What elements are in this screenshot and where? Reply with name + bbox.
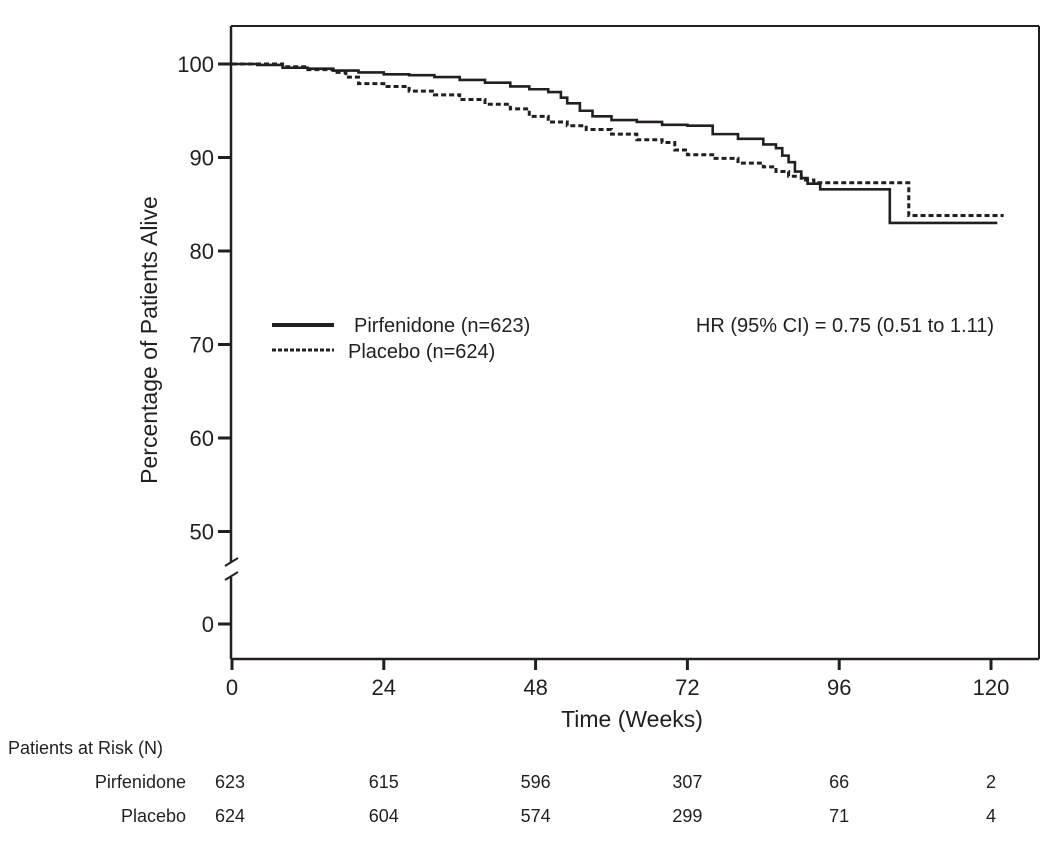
risk-value: 71: [829, 806, 849, 826]
x-axis-title: Time (Weeks): [561, 706, 703, 732]
y-tick-label: 100: [177, 52, 214, 77]
legend: Pirfenidone (n=623) Placebo (n=624): [272, 315, 530, 363]
risk-value: 604: [369, 806, 399, 826]
legend-label-pirfenidone: Pirfenidone (n=623): [354, 315, 530, 337]
risk-value: 4: [986, 806, 996, 826]
y-tick-label: 60: [190, 426, 214, 451]
axis-break-mark-upper: [224, 557, 239, 567]
risk-value: 2: [986, 772, 996, 792]
y-tick-label: 80: [190, 239, 214, 264]
risk-table: Patients at Risk (N) Pirfenidone Placebo…: [8, 738, 996, 826]
risk-values: 623 615 596 307 66 2 624 604 574 299 71 4: [215, 772, 996, 826]
y-axis-title: Percentage of Patients Alive: [136, 196, 162, 484]
x-tick-label: 24: [372, 675, 396, 700]
plot-frame: [224, 25, 1040, 661]
x-tick-label: 120: [973, 675, 1010, 700]
risk-value: 624: [215, 806, 245, 826]
x-tick-label: 48: [523, 675, 547, 700]
x-tick-label: 0: [226, 675, 238, 700]
risk-value: 596: [521, 772, 551, 792]
series-pirfenidone-curve: [232, 62, 998, 225]
risk-row-label-pirfenidone: Pirfenidone: [95, 772, 186, 792]
risk-value: 623: [215, 772, 245, 792]
risk-value: 307: [672, 772, 702, 792]
y-tick-label: 70: [190, 333, 214, 358]
risk-value: 66: [829, 772, 849, 792]
risk-table-title: Patients at Risk (N): [8, 738, 163, 758]
legend-label-placebo: Placebo (n=624): [348, 341, 495, 363]
series-layer: [232, 62, 1004, 225]
risk-value: 299: [672, 806, 702, 826]
risk-row-label-placebo: Placebo: [121, 806, 186, 826]
hazard-ratio-annotation: HR (95% CI) = 0.75 (0.51 to 1.11): [696, 315, 994, 337]
y-tick-label: 50: [190, 520, 214, 545]
x-axis-ticks: 0 24 48 72 96 120: [226, 659, 1009, 700]
y-axis-ticks: 100 90 80 70 60 50 0: [177, 52, 231, 637]
y-tick-label: 90: [190, 146, 214, 171]
x-tick-label: 72: [675, 675, 699, 700]
series-placebo-curve: [232, 62, 1004, 217]
risk-value: 574: [521, 806, 551, 826]
axis-break-mark-lower: [224, 571, 239, 581]
risk-value: 615: [369, 772, 399, 792]
x-tick-label: 96: [827, 675, 851, 700]
y-tick-label: 0: [202, 612, 214, 637]
